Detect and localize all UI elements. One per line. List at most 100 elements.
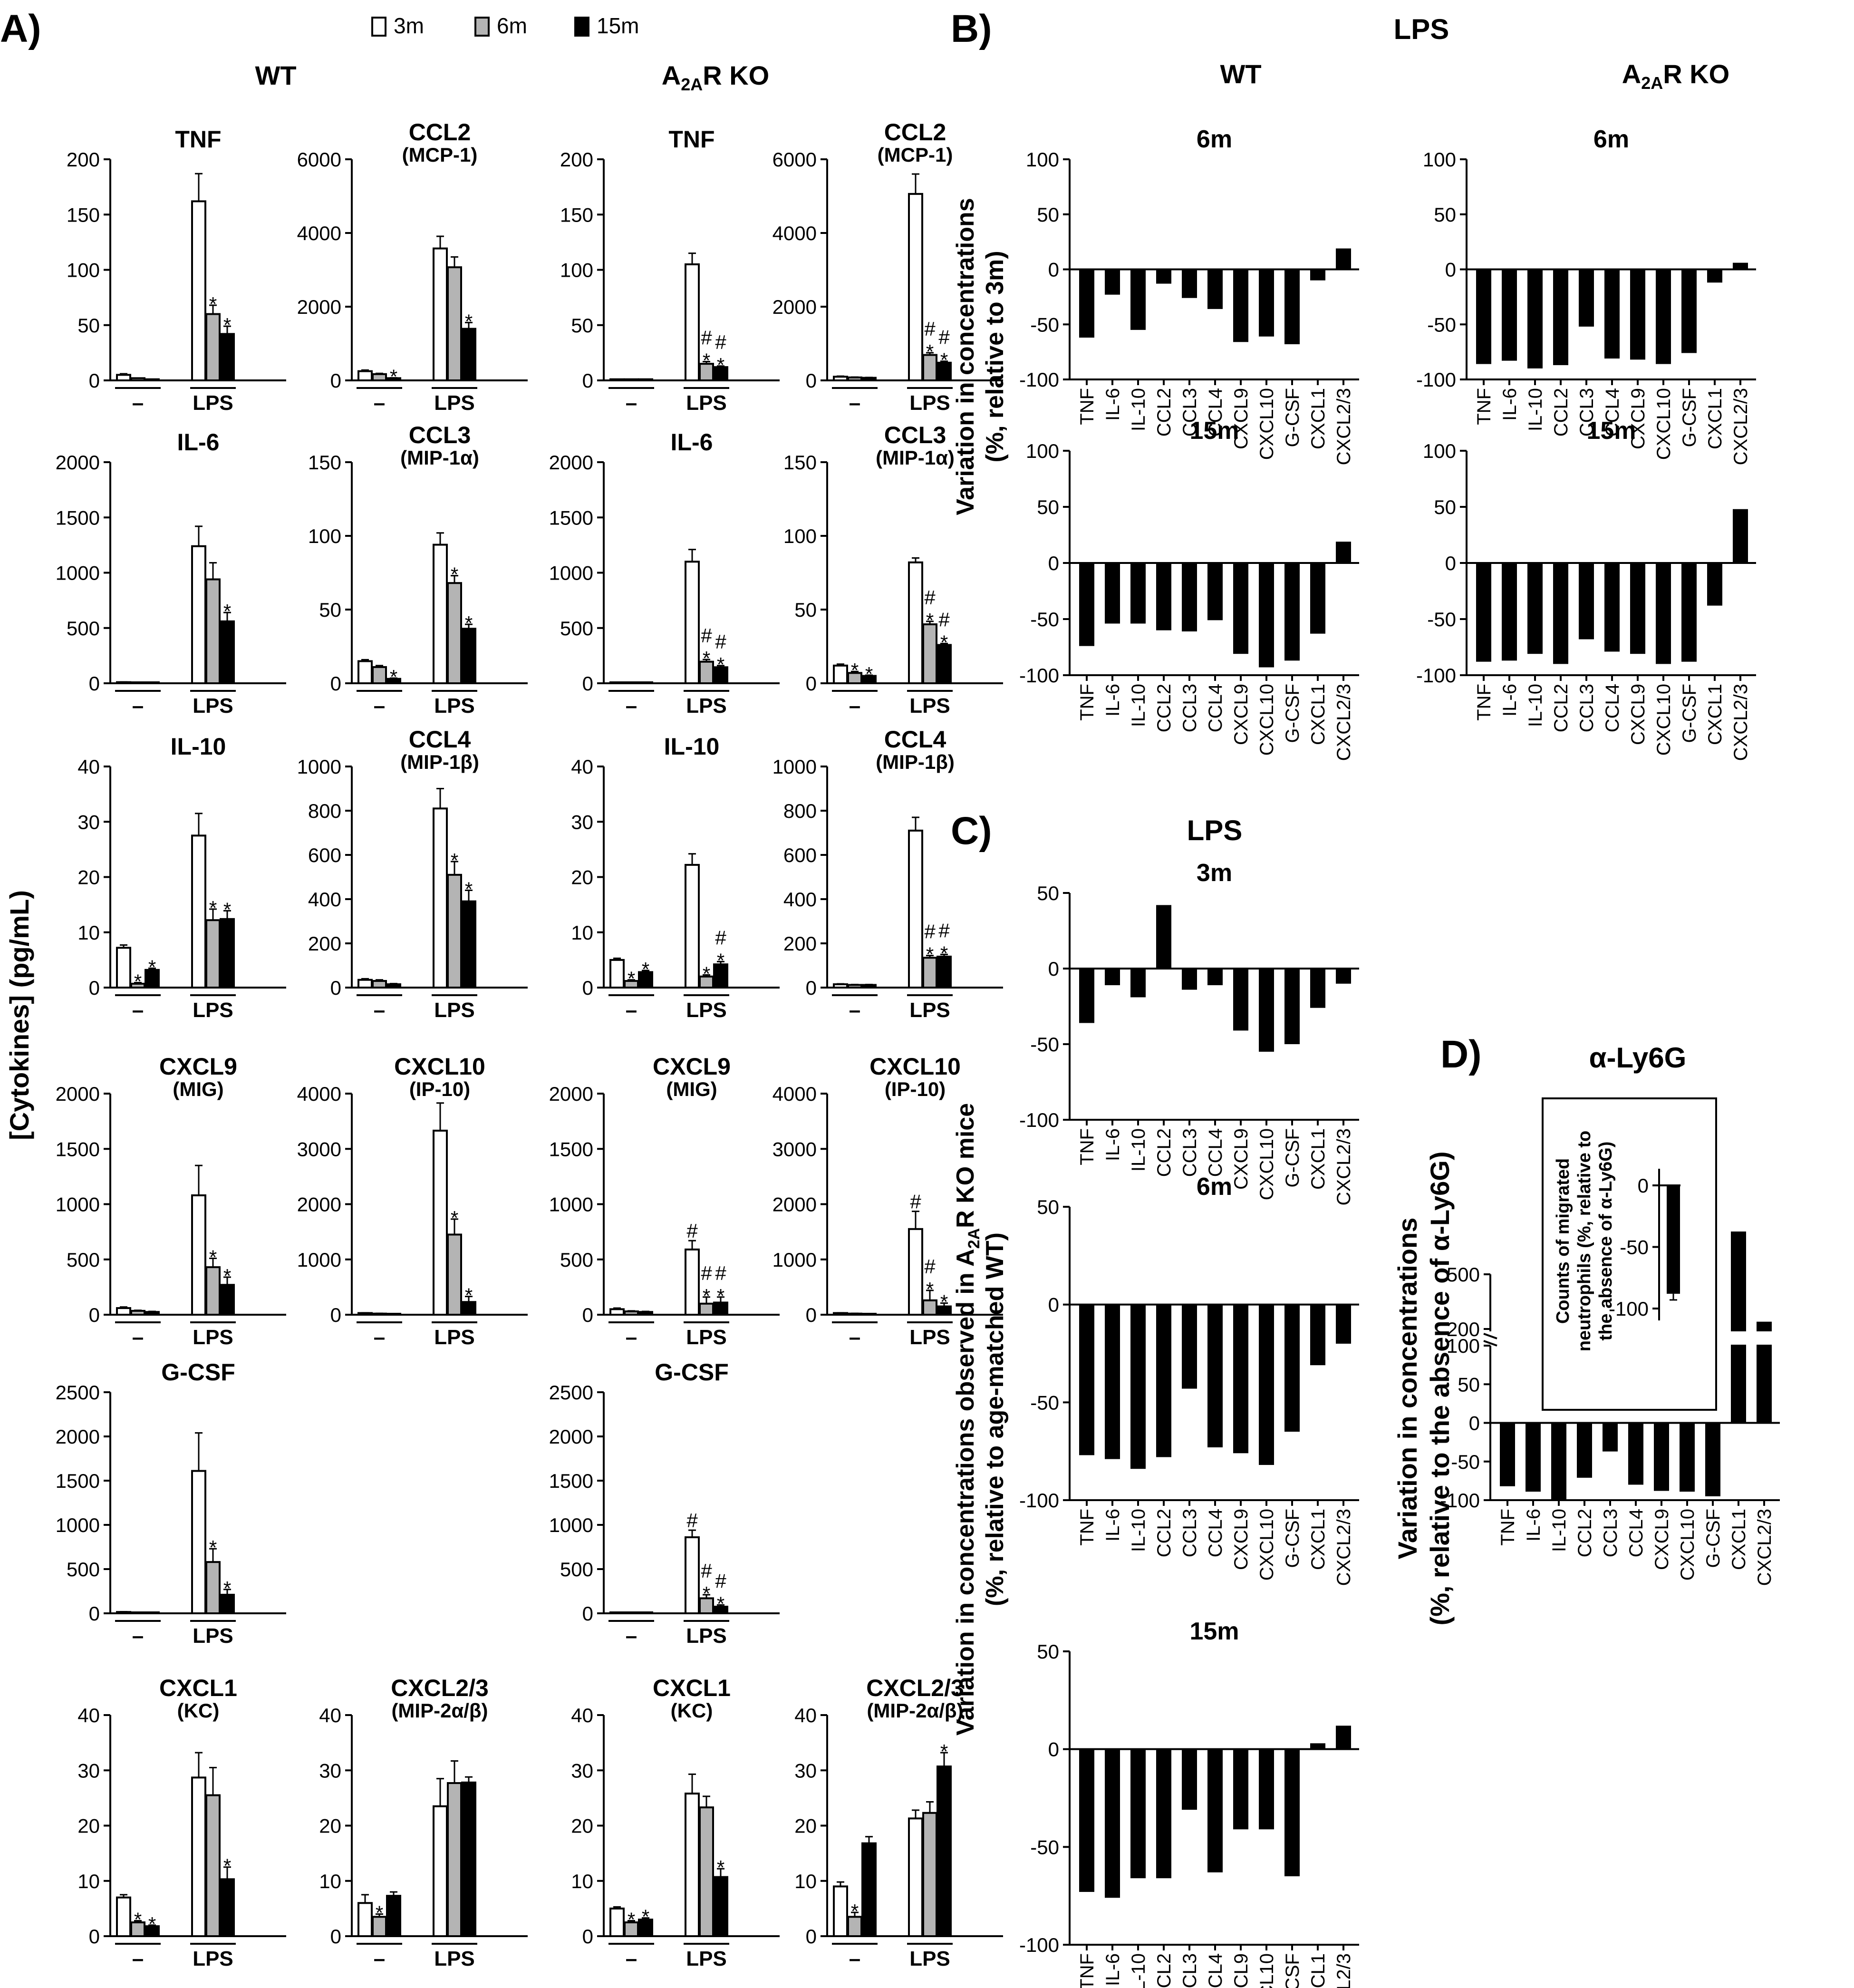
x-tick-label: CCL3 — [1600, 1509, 1621, 1557]
y-tick-label: 500 — [560, 1249, 593, 1271]
group-label: LPS — [909, 999, 950, 1022]
y-tick-label: 1000 — [549, 562, 593, 584]
bar-15m — [937, 361, 952, 381]
bar-cxcl2-3 — [1336, 969, 1351, 984]
y-tick-label: 3000 — [297, 1138, 341, 1160]
y-tick-label: 50 — [1037, 1640, 1059, 1663]
significance-hash: # — [924, 318, 936, 340]
bar-3m — [833, 376, 848, 381]
y-tick-label: 1500 — [56, 506, 100, 529]
bar-cxcl10 — [1656, 269, 1671, 364]
x-tick-label: CXCL9 — [1651, 1509, 1672, 1570]
group-label: LPS — [193, 694, 233, 718]
bar-15m — [145, 681, 160, 684]
bar-3m — [357, 660, 373, 684]
y-tick-label: 0 — [582, 1925, 593, 1948]
y-tick-label: -100 — [1019, 1934, 1059, 1956]
significance-star: * — [940, 349, 948, 371]
significance-star: * — [390, 666, 397, 688]
y-tick-label: -100 — [1019, 1489, 1059, 1512]
x-tick-label: CXCL10 — [1256, 1128, 1277, 1200]
group-label: – — [132, 1326, 144, 1349]
bar-3m — [609, 1611, 625, 1614]
bar-ccl3 — [1182, 1749, 1197, 1810]
bar-il-6 — [1105, 1304, 1120, 1459]
y-tick-label: 200 — [560, 148, 593, 171]
x-tick-label: TNF — [1077, 1509, 1098, 1546]
significance-star: * — [940, 942, 948, 964]
bar-break-gap — [1755, 1331, 1774, 1345]
inset-chart: -100 -50 0 — [1609, 1169, 1680, 1320]
y-tick-label: 50 — [1037, 1196, 1059, 1218]
x-tick-label: CCL4 — [1205, 1128, 1226, 1177]
chart-subtitle: (MIP-1α) — [400, 446, 479, 469]
bar-il-10 — [1527, 269, 1543, 369]
x-tick-label: IL-6 — [1102, 684, 1123, 717]
x-tick-label: CXCL1 — [1308, 388, 1329, 449]
x-tick-label: IL-6 — [1102, 1953, 1123, 1986]
bar-ccl3 — [1579, 269, 1594, 327]
chart-title: CCL4 — [409, 726, 471, 753]
y-tick-label: 200 — [1447, 1318, 1480, 1340]
bar-cxcl9 — [1233, 563, 1248, 654]
bar-ccl4 — [1628, 1423, 1643, 1485]
y-tick-label: 50 — [1037, 496, 1059, 518]
y-tick-label: 20 — [571, 866, 593, 889]
y-tick-label: 30 — [77, 1759, 100, 1782]
bar-il-6 — [1105, 563, 1120, 624]
inset-y-tick-label: -50 — [1620, 1236, 1649, 1259]
chart-title: CXCL9 — [653, 1053, 731, 1080]
bar-3m — [433, 1129, 448, 1316]
bar-tnf — [1079, 1749, 1094, 1892]
x-tick-label: IL-10 — [1128, 1509, 1149, 1552]
bar-il-6 — [1105, 269, 1120, 295]
significance-star: * — [209, 1536, 217, 1559]
x-tick-label: CCL4 — [1205, 1509, 1226, 1557]
y-tick-label: -100 — [1440, 1489, 1480, 1512]
y-tick-label: -100 — [1019, 369, 1059, 391]
bar-3m — [833, 983, 848, 989]
y-tick-label: 2000 — [56, 451, 100, 474]
x-tick-label: IL-10 — [1128, 684, 1149, 727]
y-tick-label: 50 — [571, 314, 593, 337]
y-tick-label: 2000 — [549, 1426, 593, 1448]
significance-star: * — [451, 563, 458, 586]
bar-6m — [447, 1782, 462, 1938]
group-label: LPS — [434, 1326, 475, 1349]
y-tick-label: -100 — [1019, 1109, 1059, 1131]
y-tick-label: 0 — [89, 369, 100, 392]
chart-a2ar-ko-cxcl1: CXCL1(KC) 0 10 20 30 40 – LPS * * * — [571, 1675, 780, 1970]
group-label: – — [626, 1947, 637, 1970]
x-tick-label: G-CSF — [1282, 1509, 1303, 1568]
inset-bar — [1667, 1185, 1680, 1294]
bar-6m — [130, 377, 145, 381]
x-tick-label: CCL2 — [1154, 1128, 1175, 1177]
group-label: LPS — [193, 1947, 233, 1970]
bar-g-csf — [1284, 563, 1300, 661]
y-tick-label: 100 — [1026, 148, 1059, 171]
y-tick-label: -100 — [1416, 369, 1456, 391]
bar-15m — [713, 1606, 728, 1615]
group-label: LPS — [193, 1326, 233, 1349]
chart-title: CXCL2/3 — [391, 1675, 489, 1701]
x-tick-label: IL-10 — [1525, 388, 1546, 431]
c-y-label-1: Variation in concentrations observed in … — [952, 1103, 983, 1736]
bar-3m — [685, 863, 700, 989]
y-tick-label: 0 — [330, 1925, 341, 1948]
axis-break — [1483, 1340, 1497, 1347]
bar-il-6 — [1526, 1423, 1541, 1492]
bar-6m — [205, 1794, 221, 1937]
x-tick-label: CCL4 — [1205, 388, 1226, 436]
significance-star: * — [148, 1913, 156, 1935]
y-tick-label: 10 — [77, 1870, 100, 1892]
group-label: LPS — [909, 1326, 950, 1349]
bar-cxcl10 — [1259, 1749, 1274, 1830]
x-tick-label: G-CSF — [1282, 1128, 1303, 1187]
chart-title: 15m — [1586, 417, 1636, 445]
bar-15m — [220, 1593, 235, 1614]
bar-il-6 — [1502, 269, 1517, 361]
chart-title: CCL4 — [884, 726, 946, 753]
